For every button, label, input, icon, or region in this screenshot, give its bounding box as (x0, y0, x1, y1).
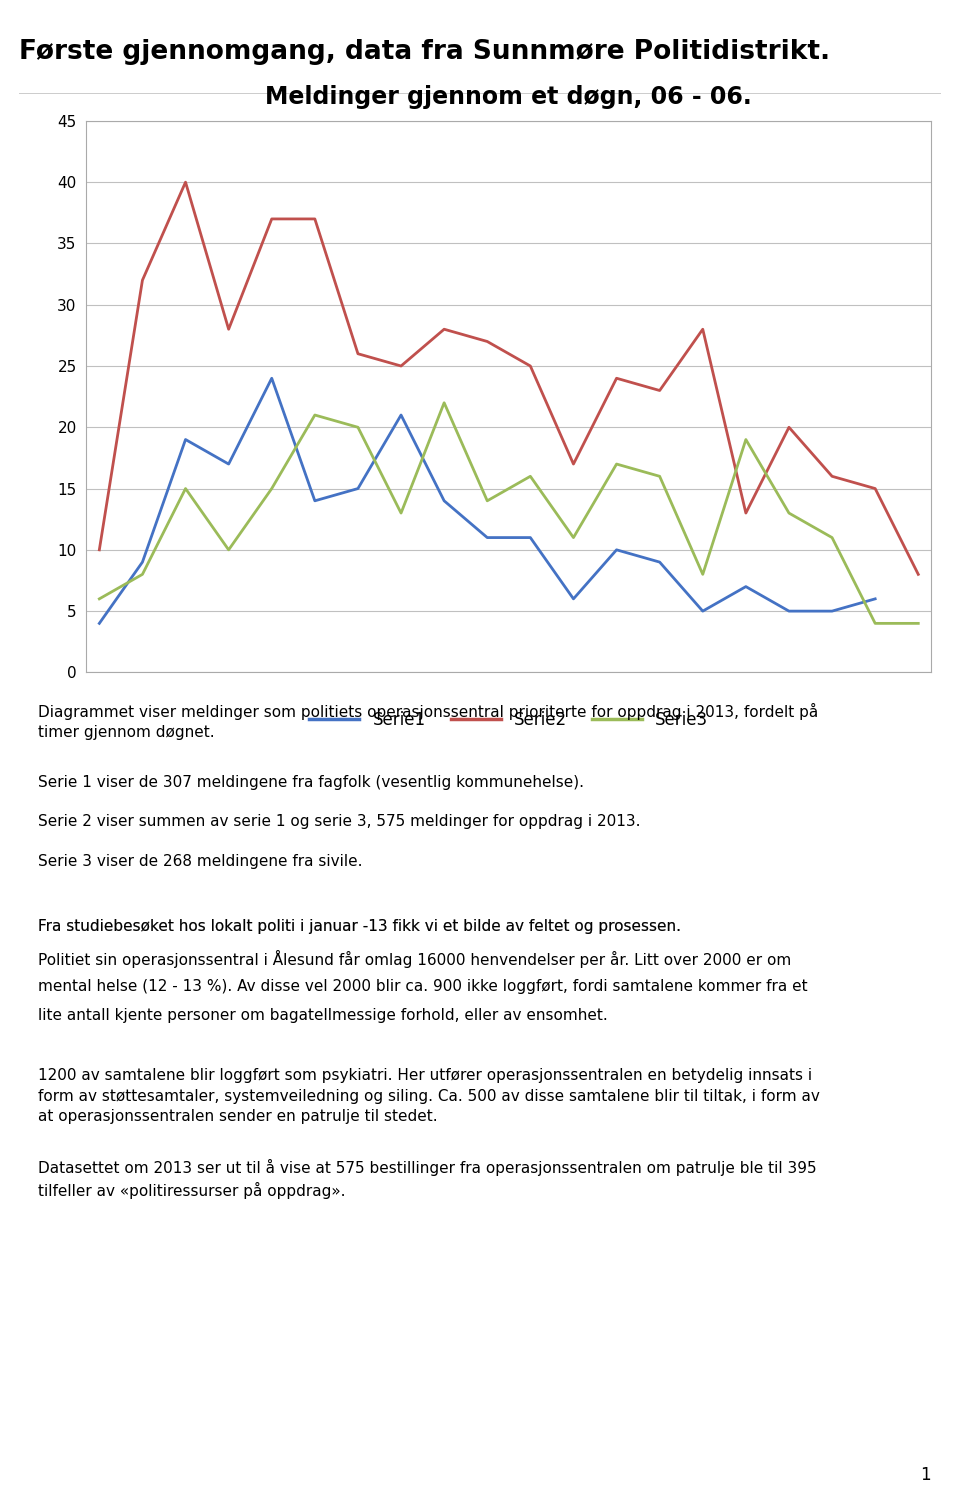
Text: 1200 av samtalene blir loggført som psykiatri. Her utfører operasjonssentralen e: 1200 av samtalene blir loggført som psyk… (38, 1068, 820, 1124)
Text: Fra studiebesøket hos lokalt politi i januar -13 fikk vi et bilde av feltet og p: Fra studiebesøket hos lokalt politi i ja… (38, 919, 682, 934)
Text: mental helse (12 - 13 %). Av disse vel 2000 blir ca. 900 ikke loggført, fordi sa: mental helse (12 - 13 %). Av disse vel 2… (38, 979, 808, 994)
Text: lite antall kjente personer om bagatellmessige forhold, eller av ensomhet.: lite antall kjente personer om bagatellm… (38, 1008, 608, 1023)
Text: Serie 3 viser de 268 meldingene fra sivile.: Serie 3 viser de 268 meldingene fra sivi… (38, 854, 363, 869)
Legend: Serie1, Serie2, Serie3: Serie1, Serie2, Serie3 (302, 704, 715, 736)
Text: Serie 1 viser de 307 meldingene fra fagfolk (vesentlig kommunehelse).: Serie 1 viser de 307 meldingene fra fagf… (38, 775, 585, 790)
Text: Datasettet om 2013 ser ut til å vise at 575 bestillinger fra operasjonssentralen: Datasettet om 2013 ser ut til å vise at … (38, 1159, 817, 1200)
Text: 1: 1 (921, 1466, 931, 1484)
Text: Første gjennomgang, data fra Sunnmøre Politidistrikt.: Første gjennomgang, data fra Sunnmøre Po… (19, 39, 830, 65)
Text: Diagrammet viser meldinger som politiets operasjonssentral prioriterte for oppdr: Diagrammet viser meldinger som politiets… (38, 703, 819, 740)
Text: Serie 2 viser summen av serie 1 og serie 3, 575 meldinger for oppdrag i 2013.: Serie 2 viser summen av serie 1 og serie… (38, 814, 641, 830)
Text: Fra studiebesøket hos lokalt politi i januar -13 fikk vi et bilde av feltet og p: Fra studiebesøket hos lokalt politi i ja… (38, 919, 682, 934)
Text: Politiet sin operasjonssentral i Ålesund får omlag 16000 henvendelser per år. Li: Politiet sin operasjonssentral i Ålesund… (38, 950, 792, 969)
Title: Meldinger gjennom et døgn, 06 - 06.: Meldinger gjennom et døgn, 06 - 06. (265, 85, 753, 109)
Text: Fra studiebesøket hos lokalt politi i januar -13 fikk vi et bilde av feltet og p: Fra studiebesøket hos lokalt politi i ja… (38, 919, 682, 934)
